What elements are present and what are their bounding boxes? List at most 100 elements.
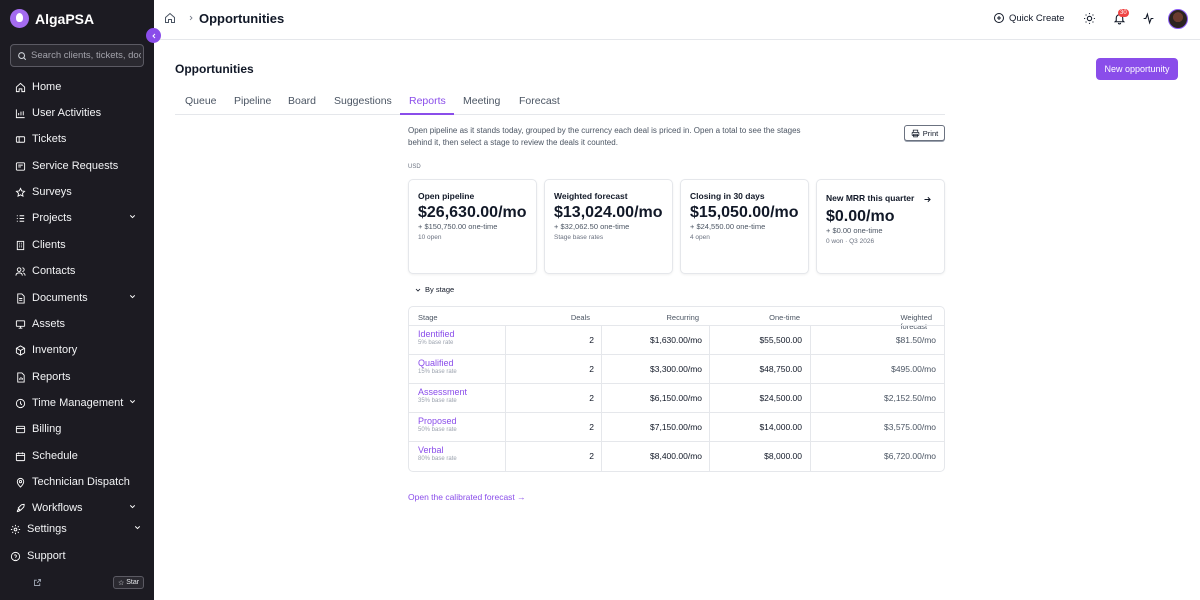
search-input[interactable] (31, 50, 141, 61)
card-weighted-forecast[interactable]: Weighted forecast $13,024.00/mo + $32,06… (544, 179, 673, 274)
card-note: 10 open (418, 234, 442, 241)
stage-link[interactable]: Proposed (418, 416, 457, 426)
sidebar-item-label: Home (32, 81, 62, 93)
chevron-down-icon[interactable] (128, 212, 137, 221)
card-note: 0 won · Q3 2026 (826, 238, 875, 245)
stage-rate: 5% base rate (418, 340, 454, 346)
tabs-divider (175, 114, 945, 115)
sidebar-item-assets[interactable]: Assets (0, 313, 154, 335)
building-icon (16, 240, 25, 250)
card-sub: + $32,062.50 one-time (554, 222, 630, 231)
recurring-cell: $7,150.00/mo (650, 422, 702, 432)
stage-link[interactable]: Identified (418, 329, 455, 339)
sidebar-item-label: Workflows (32, 502, 83, 514)
sidebar-item-clients[interactable]: Clients (0, 234, 154, 256)
home-icon[interactable] (164, 12, 176, 24)
quick-create-button[interactable]: Quick Create (993, 12, 1064, 24)
help-icon (10, 551, 21, 561)
weighted-cell: $2,152.50/mo (884, 393, 936, 403)
tab-reports[interactable]: Reports (409, 95, 446, 107)
users-icon (15, 266, 26, 276)
sidebar-item-time-management[interactable]: Time Management (0, 392, 154, 414)
chevron-down-icon[interactable] (128, 502, 137, 511)
column-header-recurring: Recurring (666, 313, 699, 322)
stage-link[interactable]: Verbal (418, 445, 444, 455)
tab-pipeline[interactable]: Pipeline (234, 95, 272, 107)
sidebar-item-projects[interactable]: Projects (0, 207, 154, 229)
sidebar-item-label: Time Management (32, 397, 124, 409)
tab-forecast[interactable]: Forecast (519, 95, 560, 107)
card-note: 4 open (690, 234, 710, 241)
sidebar-item-tickets[interactable]: Tickets (0, 128, 154, 150)
chevron-down-icon[interactable] (133, 523, 142, 532)
stage-rate: 15% base rate (418, 369, 457, 375)
calibrated-forecast-link[interactable]: Open the calibrated forecast → (408, 492, 526, 502)
card-new-mrr[interactable]: New MRR this quarter $0.00/mo + $0.00 on… (816, 179, 945, 274)
tab-board[interactable]: Board (288, 95, 317, 107)
sidebar-item-workflows[interactable]: Workflows (0, 497, 154, 519)
card-value: $15,050.00/mo (690, 204, 799, 221)
rocket-icon (16, 503, 25, 512)
column-divider (709, 355, 710, 384)
sidebar-item-schedule[interactable]: Schedule (0, 445, 154, 467)
stage-link[interactable]: Assessment (418, 387, 468, 397)
avatar[interactable] (1168, 9, 1188, 29)
document-icon (17, 292, 25, 304)
card-title: Closing in 30 days (690, 191, 765, 201)
sidebar-item-documents[interactable]: Documents (0, 287, 154, 309)
sidebar-item-inventory[interactable]: Inventory (0, 339, 154, 361)
sidebar-item-support[interactable]: Support (0, 545, 154, 567)
by-stage-toggle[interactable]: By stage (414, 285, 454, 294)
stage-cell: Qualified 15% base rate (418, 358, 457, 375)
tab-suggestions[interactable]: Suggestions (334, 95, 392, 107)
collapse-sidebar-button[interactable] (146, 28, 161, 43)
column-header-stage: Stage (418, 313, 438, 322)
activity-icon[interactable] (1142, 12, 1155, 25)
sidebar-search[interactable] (10, 44, 144, 67)
print-button[interactable]: Print (904, 125, 945, 141)
card-title: Open pipeline (418, 191, 475, 201)
card-sub: + $150,750.00 one-time (418, 222, 498, 231)
page-title: Opportunities (175, 62, 254, 76)
sidebar-item-user-activities[interactable]: User Activities (0, 102, 154, 124)
column-divider (505, 384, 506, 413)
tab-meeting[interactable]: Meeting (463, 95, 501, 107)
chevron-down-icon (415, 288, 421, 292)
table-row[interactable]: Proposed 50% base rate 2 $7,150.00/mo $1… (409, 412, 944, 442)
brand[interactable]: AlgaPSA (10, 9, 94, 28)
sidebar-item-contacts[interactable]: Contacts (0, 260, 154, 282)
sun-icon[interactable] (1083, 12, 1096, 25)
star-button[interactable]: ☆ Star (113, 576, 144, 589)
sidebar-item-service-requests[interactable]: Service Requests (0, 155, 154, 177)
new-opportunity-button[interactable]: New opportunity (1096, 58, 1178, 80)
stage-link[interactable]: Qualified (418, 358, 454, 368)
column-divider (810, 442, 811, 471)
column-divider (709, 442, 710, 471)
table-row[interactable]: Assessment 35% base rate 2 $6,150.00/mo … (409, 383, 944, 413)
by-stage-label: By stage (425, 285, 455, 294)
sidebar-item-label: Clients (32, 239, 66, 251)
table-row[interactable]: Verbal 80% base rate 2 $8,400.00/mo $8,0… (409, 441, 944, 471)
sidebar-item-technician-dispatch[interactable]: Technician Dispatch (0, 471, 154, 493)
table-row[interactable]: Qualified 15% base rate 2 $3,300.00/mo $… (409, 354, 944, 384)
card-open-pipeline[interactable]: Open pipeline $26,630.00/mo + $150,750.0… (408, 179, 537, 274)
card-closing-30-days[interactable]: Closing in 30 days $15,050.00/mo + $24,5… (680, 179, 809, 274)
table-row[interactable]: Identified 5% base rate 2 $1,630.00/mo $… (409, 325, 944, 355)
sidebar-item-label: Settings (27, 523, 67, 535)
chevron-down-icon[interactable] (128, 397, 137, 406)
sidebar-item-label: Contacts (32, 265, 76, 277)
sidebar-item-reports[interactable]: Reports (0, 366, 154, 388)
sidebar-item-label: Surveys (32, 186, 72, 198)
sidebar-item-billing[interactable]: Billing (0, 418, 154, 440)
chevron-down-icon[interactable] (128, 292, 137, 301)
sidebar-item-home[interactable]: Home (0, 76, 154, 98)
stage-cell: Verbal 80% base rate (418, 445, 457, 462)
arrow-right-icon[interactable] (923, 195, 932, 204)
recurring-cell: $6,150.00/mo (650, 393, 702, 403)
sidebar-item-settings[interactable]: Settings (0, 518, 154, 540)
brand-name: AlgaPSA (35, 10, 95, 27)
tab-queue[interactable]: Queue (185, 95, 217, 107)
sidebar-item-surveys[interactable]: Surveys (0, 181, 154, 203)
external-link-icon[interactable] (33, 578, 42, 587)
star-icon (15, 186, 26, 197)
